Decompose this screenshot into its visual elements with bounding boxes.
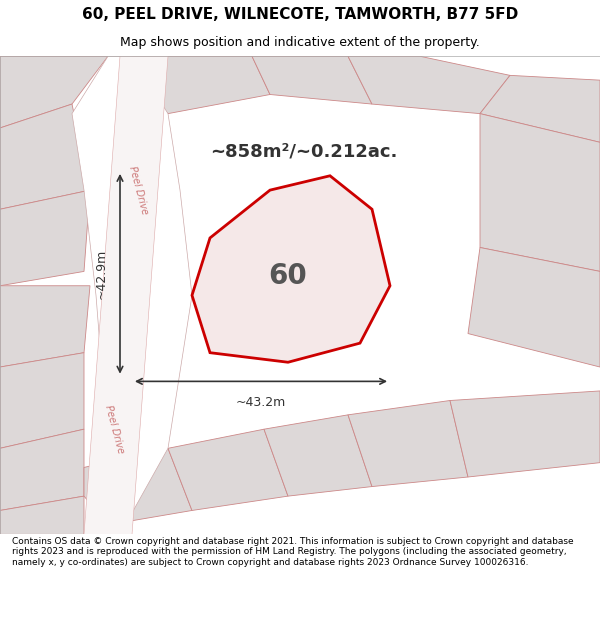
Polygon shape xyxy=(72,56,192,534)
Text: ~42.9m: ~42.9m xyxy=(95,249,108,299)
Polygon shape xyxy=(192,176,390,362)
Polygon shape xyxy=(480,114,600,271)
Polygon shape xyxy=(348,56,510,114)
Polygon shape xyxy=(450,391,600,477)
Text: Peel Drive: Peel Drive xyxy=(127,165,149,216)
Text: Map shows position and indicative extent of the property.: Map shows position and indicative extent… xyxy=(120,36,480,49)
Polygon shape xyxy=(84,448,192,525)
Text: 60: 60 xyxy=(269,262,307,290)
Polygon shape xyxy=(0,104,90,209)
Text: 60, PEEL DRIVE, WILNECOTE, TAMWORTH, B77 5FD: 60, PEEL DRIVE, WILNECOTE, TAMWORTH, B77… xyxy=(82,6,518,21)
Text: ~43.2m: ~43.2m xyxy=(236,396,286,409)
Polygon shape xyxy=(0,56,108,128)
Polygon shape xyxy=(252,56,372,104)
Polygon shape xyxy=(264,415,372,496)
Text: ~858m²/~0.212ac.: ~858m²/~0.212ac. xyxy=(210,143,397,161)
Polygon shape xyxy=(0,429,84,511)
Polygon shape xyxy=(0,286,90,367)
Polygon shape xyxy=(84,56,168,534)
Polygon shape xyxy=(108,56,270,114)
Polygon shape xyxy=(0,496,84,534)
Polygon shape xyxy=(348,401,468,486)
Polygon shape xyxy=(168,429,288,511)
Text: Contains OS data © Crown copyright and database right 2021. This information is : Contains OS data © Crown copyright and d… xyxy=(12,537,574,567)
Polygon shape xyxy=(480,76,600,142)
Polygon shape xyxy=(0,190,90,286)
Text: Peel Drive: Peel Drive xyxy=(103,404,125,454)
Polygon shape xyxy=(468,248,600,367)
Polygon shape xyxy=(0,352,84,448)
